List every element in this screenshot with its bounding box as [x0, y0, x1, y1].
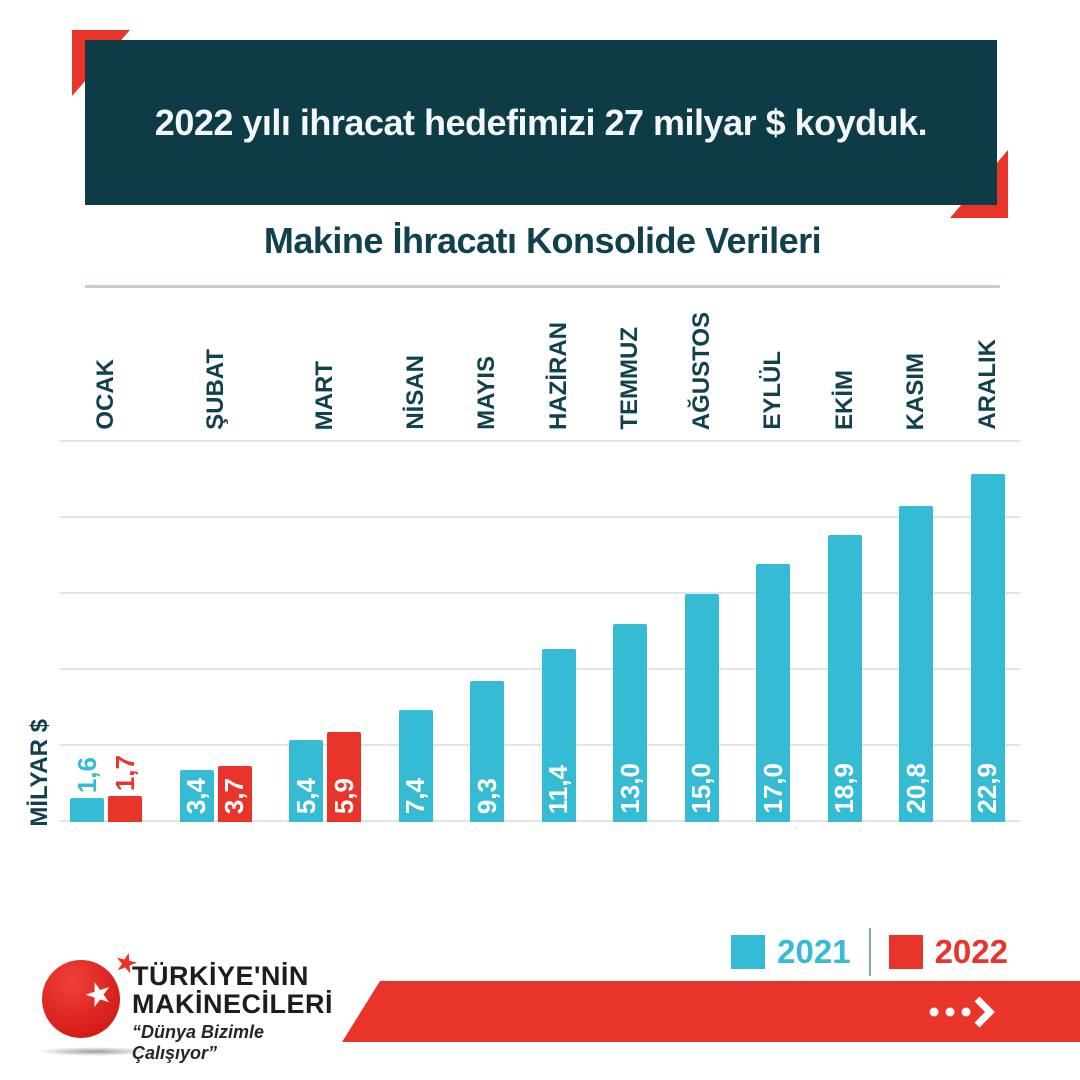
bar-value-label: 13,0	[614, 763, 645, 814]
footer-red-ribbon	[342, 981, 1080, 1042]
month-label: EYLÜL	[759, 351, 787, 430]
legend-label-2022: 2022	[934, 933, 1008, 970]
month-label: KASIM	[902, 352, 930, 430]
logo-shadow	[36, 1047, 154, 1056]
month-label: TEMMUZ	[616, 327, 644, 430]
bar-value-label: 5,9	[328, 777, 359, 814]
month-group-haziran: HAZİRAN 11,4	[541, 322, 576, 822]
month-group-kasım: KASIM 20,8	[899, 353, 934, 822]
bar-2021-eylül: 17,0	[756, 564, 791, 822]
bar-2021-kasım: 20,8	[899, 506, 934, 822]
bar-2021-mayıs: 9,3	[470, 681, 505, 822]
legend-swatch-2022	[888, 935, 923, 969]
month-group-aralık: ARALIK 22,9	[970, 339, 1005, 822]
header-text: 2022 yılı ihracat hedefimizi 27 milyar $…	[154, 101, 928, 143]
month-group-nisan: NİSAN 7,4	[398, 355, 433, 822]
month-group-ocak: OCAK 1,6 1,7	[70, 359, 142, 822]
bar-2021-ağustos: 15,0	[684, 594, 719, 822]
y-axis-label-text: MİLYAR $	[26, 719, 53, 827]
header-banner: 2022 yılı ihracat hedefimizi 27 milyar $…	[85, 40, 997, 205]
bars-row: OCAK 1,6 1,7 ŞUBAT 3,4 3,7 MART 5,4 5,9 NİSAN 7,4 M…	[70, 312, 1005, 822]
gridline	[60, 820, 1020, 822]
legend: 2021 2022	[731, 928, 1008, 976]
legend-swatch-2021	[731, 935, 766, 969]
month-label: OCAK	[92, 359, 119, 430]
bar-2021-şubat: 3,4	[179, 770, 214, 822]
y-axis-label: MİLYAR $	[26, 719, 54, 827]
month-group-eylül: EYLÜL 17,0	[756, 351, 791, 822]
month-label: AĞUSTOS	[687, 311, 715, 430]
brand-logo: ★ ★ TÜRKİYE'NİN MAKİNECİLERİ “Dünya Bizi…	[36, 946, 338, 1065]
legend-label-2021: 2021	[777, 933, 851, 970]
bar-2021-mart: 5,4	[289, 740, 324, 822]
gridline	[60, 440, 1020, 442]
month-label: MART	[311, 360, 339, 430]
bar-2021-ekim: 18,9	[827, 535, 862, 822]
month-label: EKİM	[830, 370, 858, 430]
bar-value-label: 1,7	[109, 754, 140, 791]
dots-chevron-icon	[929, 996, 995, 1027]
month-group-şubat: ŞUBAT 3,4 3,7	[179, 349, 252, 822]
bar-value-label: 9,3	[471, 777, 502, 814]
logo-name-line2: MAKİNECİLERİ	[132, 989, 333, 1019]
month-label: HAZİRAN	[544, 322, 572, 430]
bar-value-label: 11,4	[543, 764, 574, 814]
gridline	[60, 516, 1020, 518]
bar-2021-ocak: 1,6	[70, 757, 104, 822]
legend-divider	[868, 928, 871, 976]
month-label: ŞUBAT	[201, 349, 229, 430]
month-group-ekim: EKİM 18,9	[827, 370, 862, 822]
bar-2022-ocak: 1,7	[108, 755, 142, 822]
chart-title: Makine İhracatı Konsolide Verileri	[263, 220, 822, 261]
logo-text: TÜRKİYE'NİN MAKİNECİLERİ “Dünya Bizimle …	[132, 962, 342, 1064]
bar-2022-şubat: 3,7	[217, 766, 252, 822]
bar-2021-temmuz: 13,0	[613, 624, 648, 822]
month-label: MAYIS	[473, 356, 501, 430]
gridline	[60, 668, 1020, 670]
bar-value-label: 15,0	[686, 763, 717, 814]
bar-chart: OCAK 1,6 1,7 ŞUBAT 3,4 3,7 MART 5,4 5,9 NİSAN 7,4 M…	[26, 292, 1020, 827]
bar-value-label: 1,6	[71, 756, 102, 793]
month-label: NİSAN	[401, 355, 429, 430]
bar-2022-mart: 5,9	[327, 732, 362, 822]
logo-red-globe	[42, 960, 120, 1038]
title-separator-line	[85, 285, 1000, 288]
bar-value-label: 20,8	[900, 763, 931, 814]
bar-2021-nisan: 7,4	[398, 710, 433, 822]
bar-value-label: 3,4	[181, 777, 212, 814]
bar-value-label: 3,7	[219, 777, 250, 814]
bar-value-label: 7,4	[400, 777, 431, 814]
gridline	[60, 744, 1020, 746]
logo-name-line1: TÜRKİYE'NİN	[132, 961, 309, 991]
bar-value-label: 18,9	[829, 763, 860, 814]
logo-tagline: “Dünya Bizimle Çalışıyor”	[132, 1022, 265, 1063]
month-group-mayıs: MAYIS 9,3	[470, 356, 505, 822]
month-group-ağustos: AĞUSTOS 15,0	[684, 312, 719, 822]
month-group-temmuz: TEMMUZ 13,0	[613, 327, 648, 822]
bar-value-label: 17,0	[757, 763, 788, 814]
month-label: ARALIK	[973, 339, 1001, 430]
bar-2021-aralık: 22,9	[970, 474, 1005, 822]
month-group-mart: MART 5,4 5,9	[289, 361, 362, 822]
bar-value-label: 22,9	[972, 763, 1003, 814]
bar-2021-haziran: 11,4	[541, 649, 576, 822]
bar-value-label: 5,4	[290, 777, 321, 814]
gridline	[60, 592, 1020, 594]
plot-gridlines	[60, 440, 1020, 822]
